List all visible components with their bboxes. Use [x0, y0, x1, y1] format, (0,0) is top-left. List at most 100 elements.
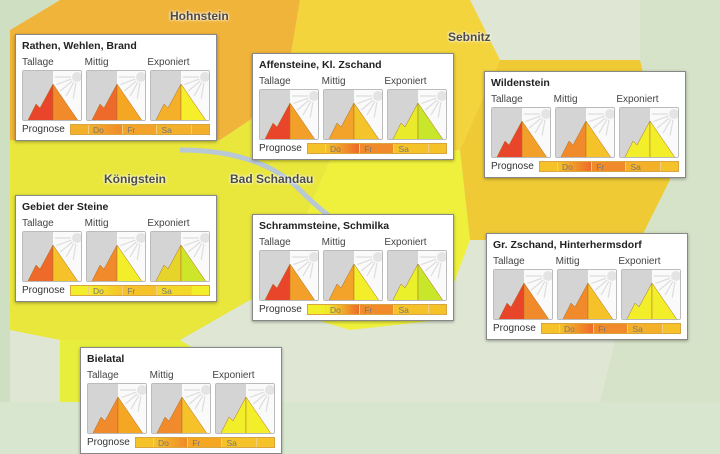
forecast-day-do: Do: [325, 144, 361, 154]
slope-left: [560, 120, 587, 157]
danger-mountain-icon: [150, 70, 210, 121]
forecast-bar: Do Fr Sa: [69, 285, 210, 296]
forecast-segment: [307, 305, 326, 314]
region-panel[interactable]: Bielatal Tallage Mittig Exponiert Prognose…: [80, 347, 282, 454]
region-panel[interactable]: Rathen, Wehlen, Brand Tallage Mittig Expon…: [15, 34, 217, 141]
region-panel[interactable]: Schrammsteine, Schmilka Tallage Mittig Exp…: [252, 214, 454, 321]
label-mittig: Mittig: [555, 256, 580, 267]
label-mittig: Mittig: [84, 218, 109, 229]
slope-left: [328, 102, 355, 139]
danger-mountain-icon: [493, 269, 553, 320]
forecast-day-fr: Fr: [360, 305, 395, 315]
danger-mountain-icon: [323, 250, 383, 301]
region-title: Affensteine, Kl. Zschand: [259, 59, 382, 71]
forecast-day-fr: Fr: [188, 438, 223, 448]
label-exponiert: Exponiert: [212, 370, 255, 381]
forecast-day-do: Do: [88, 286, 124, 296]
forecast-day-sa: Sa: [394, 144, 429, 154]
slope-right: [116, 244, 142, 281]
place-label-bad-schandau: Bad Schandau: [230, 172, 314, 186]
forecast-segment: [135, 438, 154, 447]
forecast-segment: [428, 144, 446, 153]
slope-right: [289, 263, 315, 300]
danger-mountain-icon: [259, 250, 319, 301]
forecast-segment: [662, 324, 680, 333]
forecast-day-fr: Fr: [123, 286, 158, 296]
forecast-segment: [256, 438, 274, 447]
danger-mountain-icon: [215, 383, 275, 434]
danger-mountain-icon: [22, 70, 82, 121]
slope-right: [521, 120, 547, 157]
forecast-day-sa: Sa: [157, 125, 192, 135]
label-exponiert: Exponiert: [616, 94, 659, 105]
region-panel[interactable]: Affensteine, Kl. Zschand Tallage Mittig Ex…: [252, 53, 454, 160]
slope-right: [585, 120, 611, 157]
slope-right: [587, 282, 613, 319]
region-title: Gr. Zschand, Hinterhermsdorf: [493, 239, 642, 251]
forecast-bar: Do Fr Sa: [134, 437, 275, 448]
slope-left: [155, 244, 182, 281]
danger-mountain-icon: [555, 107, 615, 158]
slope-left: [91, 244, 118, 281]
label-exponiert: Exponiert: [618, 256, 661, 267]
forecast-day-fr: Fr: [360, 144, 395, 154]
label-mittig: Mittig: [84, 57, 109, 68]
slope-left: [264, 102, 291, 139]
slope-left: [562, 282, 589, 319]
forecast-segment: [660, 162, 678, 171]
slope-left: [27, 83, 54, 120]
forecast-segment: [539, 162, 558, 171]
slope-right: [116, 83, 142, 120]
slope-left: [328, 263, 355, 300]
forecast-day-sa: Sa: [628, 324, 663, 334]
forecast-day-do: Do: [325, 305, 361, 315]
forecast-bar: Do Fr Sa: [540, 323, 681, 334]
forecast-segment: [541, 324, 560, 333]
danger-mountain-icon: [150, 231, 210, 282]
prognose-label: Prognose: [259, 304, 302, 315]
region-title: Schrammsteine, Schmilka: [259, 220, 390, 232]
label-tallage: Tallage: [259, 76, 291, 87]
danger-mountain-icon: [86, 70, 146, 121]
region-panel[interactable]: Gr. Zschand, Hinterhermsdorf Tallage Mitt…: [486, 233, 688, 340]
forecast-day-fr: Fr: [592, 162, 627, 172]
slope-right: [651, 282, 677, 319]
region-panel[interactable]: Gebiet der Steine Tallage Mittig Exponiert…: [15, 195, 217, 302]
region-panel[interactable]: Wildenstein Tallage Mittig Exponiert Progn…: [484, 71, 686, 178]
forecast-segment: [191, 286, 209, 295]
slope-left: [624, 120, 651, 157]
forecast-segment: [428, 305, 446, 314]
forecast-bar: Do Fr Sa: [69, 124, 210, 135]
danger-mountain-icon: [151, 383, 211, 434]
slope-left: [264, 263, 291, 300]
prognose-label: Prognose: [259, 143, 302, 154]
danger-mountain-icon: [259, 89, 319, 140]
slope-right: [523, 282, 549, 319]
slope-left: [155, 83, 182, 120]
danger-mountain-icon: [22, 231, 82, 282]
region-title: Rathen, Wehlen, Brand: [22, 40, 137, 52]
slope-left: [392, 263, 419, 300]
forecast-day-fr: Fr: [594, 324, 629, 334]
forecast-bar: Do Fr Sa: [306, 143, 447, 154]
label-tallage: Tallage: [22, 218, 54, 229]
prognose-label: Prognose: [491, 161, 534, 172]
slope-right: [52, 244, 78, 281]
forecast-segment: [307, 144, 326, 153]
forecast-day-do: Do: [557, 162, 593, 172]
label-tallage: Tallage: [491, 94, 523, 105]
slope-right: [417, 263, 443, 300]
label-tallage: Tallage: [493, 256, 525, 267]
forecast-day-do: Do: [153, 438, 189, 448]
label-exponiert: Exponiert: [147, 218, 190, 229]
forecast-day-fr: Fr: [123, 125, 158, 135]
slope-right: [289, 102, 315, 139]
slope-right: [353, 263, 379, 300]
danger-mountain-icon: [491, 107, 551, 158]
forecast-day-sa: Sa: [222, 438, 257, 448]
slope-left: [27, 244, 54, 281]
prognose-label: Prognose: [87, 437, 130, 448]
forecast-bar: Do Fr Sa: [306, 304, 447, 315]
danger-mountain-icon: [86, 231, 146, 282]
label-mittig: Mittig: [149, 370, 174, 381]
